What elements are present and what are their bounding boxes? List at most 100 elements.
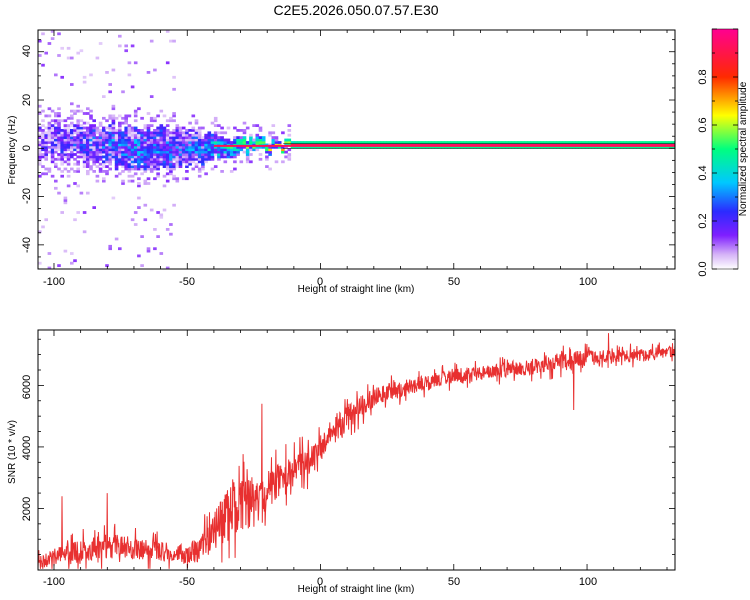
spectrogram-cell: [98, 167, 103, 171]
spectrogram-cell: [226, 148, 231, 152]
spectrogram-cell: [185, 162, 189, 166]
snr-y-axis-label: SNR (10 * v/v): [7, 420, 18, 484]
spectrogram-cell: [146, 148, 151, 152]
spectrogram-cell: [54, 119, 58, 123]
spectrogram-cell: [175, 160, 180, 164]
spectrogram-cell: [181, 148, 186, 152]
spectrogram-cell: [63, 153, 68, 156]
spectrogram-cell: [188, 150, 192, 154]
spectrogram-cell: [108, 131, 112, 135]
spectrogram-cell: [89, 167, 93, 171]
spectrogram-cell: [185, 143, 189, 147]
spectrogram-cell: [165, 30, 170, 33]
spectrogram-cell: [44, 150, 48, 154]
spectrogram-cell: [178, 136, 183, 139]
spectrogram-cell: [127, 141, 132, 144]
spectrogram-cell: [226, 126, 231, 130]
spectrogram-cell: [162, 162, 167, 166]
spectrogram-cell: [47, 252, 52, 255]
spectrogram-cell: [127, 145, 132, 149]
spectrogram-cell: [181, 177, 186, 181]
spectrogram-cell: [239, 160, 244, 164]
spectrogram-cell: [130, 174, 135, 178]
spectrogram-cell: [165, 133, 170, 137]
spectrogram-cell: [86, 153, 90, 156]
spectrogram-cell: [178, 150, 183, 154]
spectrogram-cell: [258, 138, 263, 142]
spectrogram-cell: [181, 155, 186, 159]
spectrogram-cell: [162, 126, 167, 130]
spectrogram-cell: [485, 145, 490, 149]
spectrogram-cell: [194, 148, 199, 152]
spectrogram-cell: [197, 126, 202, 130]
spectrogram-cell: [111, 129, 116, 132]
spectrogram-cell: [175, 179, 180, 183]
spectrogram-cell: [274, 141, 279, 144]
spectrogram-cell: [233, 148, 237, 152]
spectrogram-cell: [133, 145, 138, 149]
spectrogram-cell: [79, 124, 84, 127]
spectrogram-cell: [204, 157, 208, 161]
spectrogram-cell: [57, 133, 61, 137]
spectrogram-cell: [434, 141, 439, 144]
spectrogram-cell: [108, 138, 112, 142]
spectrogram-cell: [322, 145, 327, 149]
spectrogram-cell: [367, 141, 371, 144]
spectrogram-cell: [636, 145, 640, 149]
spectrogram-cell: [616, 145, 621, 149]
spectrogram-cell: [102, 160, 106, 164]
spectrogram-cell: [124, 145, 128, 149]
spectrogram-cell: [185, 170, 189, 173]
spectrogram-cell: [511, 141, 515, 144]
spectrogram-cell: [124, 119, 128, 123]
spectrogram-cell: [236, 138, 240, 142]
spectrogram-cell: [591, 145, 595, 149]
spectrogram-cell: [82, 148, 87, 152]
spectrogram-cell: [50, 131, 55, 135]
spectrogram-cell: [277, 145, 282, 149]
spectrogram-cell: [213, 131, 218, 135]
spectrogram-cell: [655, 141, 659, 144]
spectrogram-cell: [226, 155, 231, 159]
spectrogram-cell: [111, 68, 116, 72]
spectrogram-cell: [159, 141, 164, 144]
spectrogram-cell: [118, 136, 122, 139]
spectrogram-cell: [249, 133, 253, 137]
spectrogram-cell: [159, 133, 164, 137]
spectrogram-cell: [76, 143, 80, 147]
spectrogram-cell: [95, 174, 100, 178]
spectrogram-cell: [66, 148, 71, 152]
spectrogram-cell: [600, 145, 605, 149]
spectrogram-cell: [175, 155, 180, 159]
spectrogram-cell: [584, 145, 589, 149]
spectrogram-cell: [111, 196, 116, 200]
spectrogram-cell: [143, 203, 148, 207]
spectrogram-cell: [41, 32, 45, 36]
spectrogram-cell: [172, 203, 176, 207]
spectrogram-cell: [146, 124, 151, 127]
spectrogram-cell: [159, 157, 164, 161]
spectrogram-cell: [197, 170, 202, 173]
spectrogram-cell: [63, 138, 68, 142]
spectrogram-cell: [194, 138, 199, 142]
spectrogram-cell: [223, 131, 228, 135]
spectrogram-cell: [610, 145, 615, 149]
spectrogram-cell: [111, 143, 116, 147]
spectrogram-cell: [41, 148, 45, 152]
spectrogram-cell: [92, 141, 96, 144]
spectrogram-cell: [70, 167, 74, 171]
spectrogram-cell: [229, 141, 234, 144]
spectrogram-cell: [220, 126, 224, 130]
spectrogram-cell: [149, 148, 154, 152]
spectrogram-panel: -100 -50 0 50 100 -40 -20 0 20 40 Height…: [7, 29, 676, 295]
spectrogram-cell: [626, 145, 631, 149]
spectrogram-cell: [140, 116, 144, 120]
spectrogram-cell: [130, 157, 135, 161]
spectrogram-cell: [102, 131, 106, 135]
spectrogram-cell: [648, 141, 653, 144]
spectrogram-cell: [63, 133, 68, 137]
spectrogram-cell: [60, 133, 64, 137]
spectrogram-cell: [293, 141, 298, 144]
spectrogram-cell: [60, 155, 64, 159]
spectrogram-cell: [121, 155, 125, 159]
